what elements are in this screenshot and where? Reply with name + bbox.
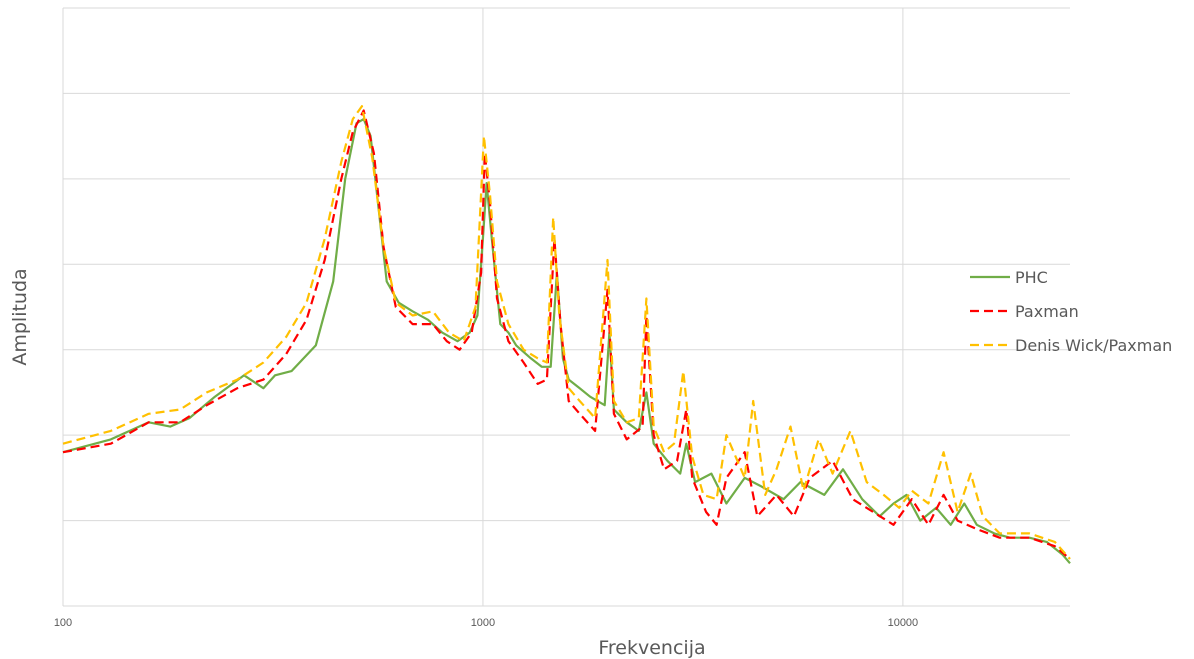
legend-label: Paxman — [1015, 302, 1079, 321]
legend-label: Denis Wick/Paxman — [1015, 336, 1172, 355]
series-line-phc — [62, 118, 1071, 565]
x-tick-labels: 100 1000 10000 — [54, 617, 918, 629]
x-tick-label: 10000 — [888, 617, 919, 629]
legend: PHC Paxman Denis Wick/Paxman — [970, 268, 1172, 355]
x-axis-title: Frekvencija — [598, 637, 705, 659]
series-lines — [62, 105, 1071, 565]
x-tick-label: 100 — [54, 617, 72, 629]
x-tick-label: 1000 — [471, 617, 495, 629]
legend-label: PHC — [1015, 268, 1048, 287]
grid-lines — [62, 7, 1070, 607]
series-line-paxman — [62, 109, 1071, 560]
series-line-denis-wick-paxman — [62, 105, 1071, 560]
y-axis-title: Amplituda — [9, 268, 31, 365]
